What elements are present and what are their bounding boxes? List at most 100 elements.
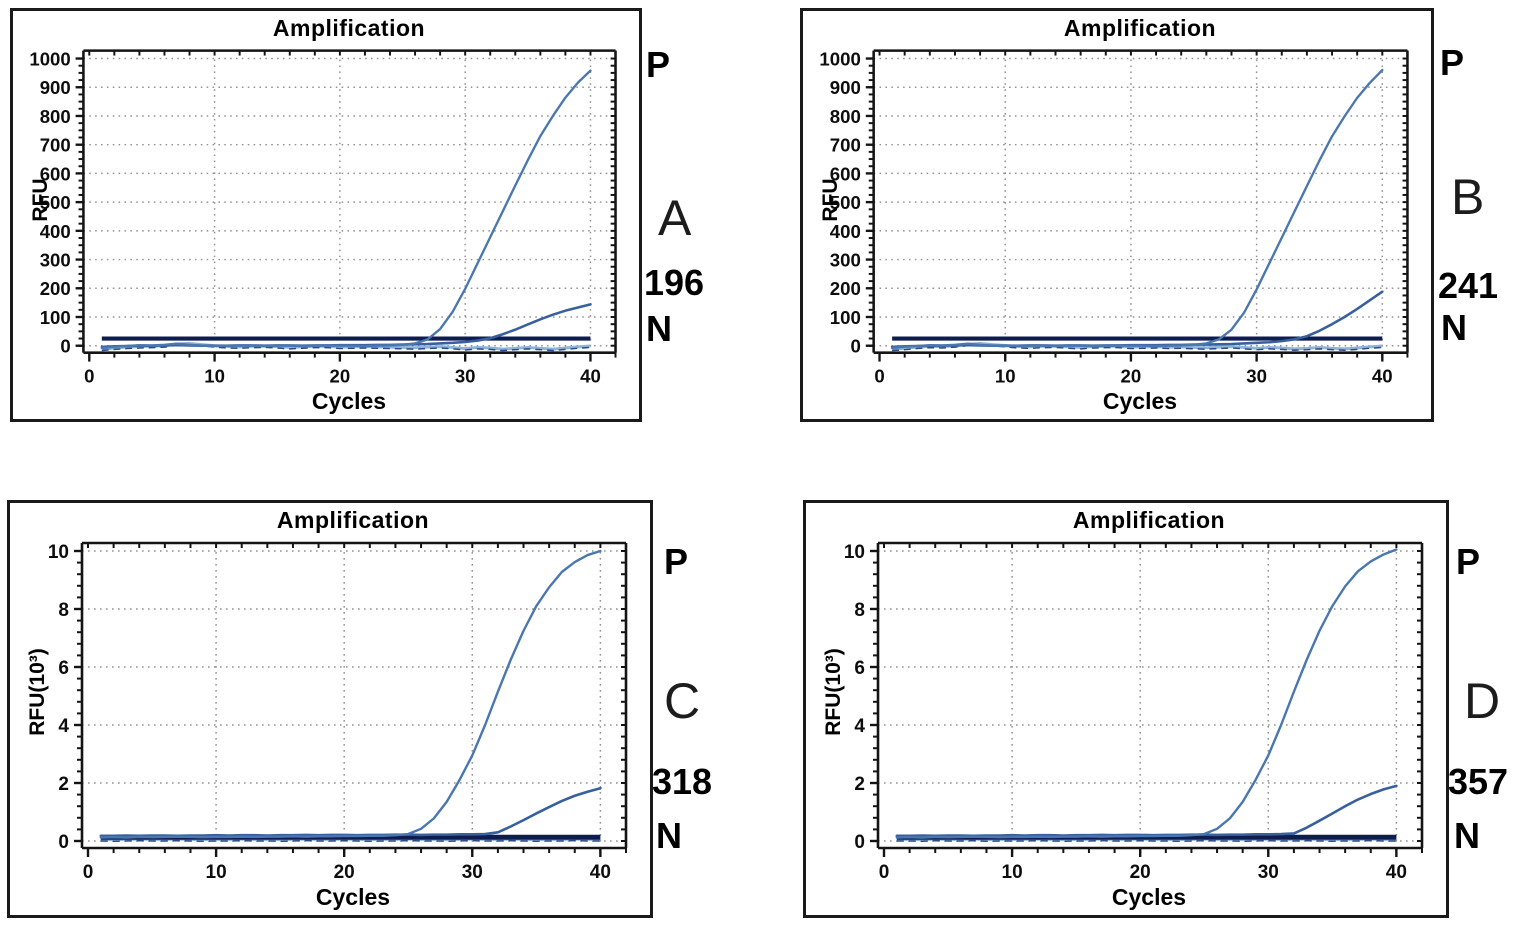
panel-title: Amplification [276, 507, 430, 533]
x-tick-labels: 0 10 20 30 40 [879, 862, 1407, 883]
ticks [865, 50, 1409, 362]
y-tick-label: 600 [830, 163, 861, 184]
y-tick-label: 500 [830, 192, 861, 213]
x-axis-label: Cycles [315, 884, 391, 910]
side-label-negative: N [1441, 307, 1467, 348]
y-tick-label: 400 [830, 221, 861, 242]
y-tick-label: 600 [40, 163, 71, 184]
side-label-sample-id: 196 [644, 262, 705, 303]
x-tick-labels: 0 10 20 30 40 [874, 365, 1392, 386]
y-tick-label: 400 [40, 221, 71, 242]
x-tick-label: 40 [580, 365, 601, 386]
negative-control-overlay [896, 839, 1397, 842]
x-tick-label: 10 [204, 365, 225, 386]
y-tick-label: 6 [854, 658, 865, 679]
y-tick-label: 800 [830, 106, 861, 127]
series [99, 549, 602, 842]
sample-curve [99, 786, 602, 838]
panel-c: 0 10 20 30 40 0 2 4 6 8 10 Amplification RFU(10³) … [7, 500, 653, 918]
x-tick-label: 20 [330, 365, 351, 386]
y-tick-label: 0 [851, 336, 861, 357]
y-tick-label: 0 [58, 832, 69, 853]
side-label-sample-id: 357 [1448, 761, 1509, 802]
side-label-negative: N [1454, 815, 1480, 856]
x-tick-label: 20 [1121, 365, 1142, 386]
y-tick-label: 100 [830, 307, 861, 328]
ticks [75, 50, 617, 362]
positive-control-curve [895, 548, 1398, 839]
amplification-plot-c: 0 10 20 30 40 0 2 4 6 8 10 [48, 541, 628, 883]
amplification-plot-d: 0 10 20 30 40 0 2 4 6 8 10 [844, 541, 1424, 883]
y-tick-labels: 0 100 200 300 400 500 600 700 800 900 1000 [29, 48, 70, 356]
panel-a: 0 10 20 30 40 0 100 200 300 400 500 600 700 800 900 100… [10, 8, 642, 422]
side-label-positive: P [664, 541, 689, 582]
x-tick-label: 40 [590, 862, 611, 883]
series [895, 548, 1398, 842]
y-tick-label: 1000 [29, 48, 70, 69]
side-label-positive: P [1456, 541, 1481, 582]
y-tick-labels: 0 100 200 300 400 500 600 700 800 900 1000 [819, 48, 860, 356]
x-tick-label: 30 [1258, 862, 1279, 883]
x-tick-label: 0 [84, 365, 94, 386]
y-tick-label: 200 [40, 278, 71, 299]
y-tick-label: 2 [58, 774, 69, 795]
x-tick-labels: 0 10 20 30 40 [83, 862, 611, 883]
panel-title: Amplification [272, 15, 426, 41]
positive-control-curve [99, 549, 602, 839]
side-label-panel-letter: A [658, 190, 692, 246]
grid [873, 53, 1408, 351]
y-tick-label: 200 [830, 278, 861, 299]
x-tick-labels: 0 10 20 30 40 [84, 365, 601, 386]
y-tick-label: 900 [830, 77, 861, 98]
y-axis-label: RFU(10³) [26, 648, 49, 736]
amplification-plot-a: 0 10 20 30 400100200300400500600700800900100… [29, 48, 617, 386]
y-tick-label: 800 [40, 106, 71, 127]
x-tick-label: 20 [334, 862, 355, 883]
panel-d: 0 10 20 30 40 0 2 4 6 8 10 Amplification RFU(10³) … [803, 500, 1449, 918]
y-axis-label: RFU [819, 178, 842, 222]
y-tick-label: 10 [844, 542, 865, 563]
side-label-panel-letter: D [1464, 673, 1501, 729]
y-tick-label: 700 [830, 135, 861, 156]
y-tick-label: 10 [48, 542, 69, 563]
x-tick-label: 40 [1372, 365, 1393, 386]
y-axis-label: RFU [29, 178, 52, 222]
positive-control-curve [100, 69, 592, 350]
series [890, 68, 1384, 352]
panel-title: Amplification [1063, 15, 1217, 41]
side-label-panel-letter: B [1451, 169, 1485, 225]
axes [80, 541, 628, 850]
x-axis-label: Cycles [1111, 884, 1187, 910]
positive-control-curve [890, 68, 1384, 350]
x-axis-label: Cycles [1102, 388, 1178, 414]
y-tick-label: 900 [40, 77, 71, 98]
x-tick-label: 30 [455, 365, 476, 386]
grid [83, 53, 616, 351]
y-tick-labels: 0 2 4 6 8 10 [48, 542, 70, 853]
y-tick-labels: 0 2 4 6 8 10 [844, 542, 866, 853]
y-tick-label: 300 [830, 249, 861, 270]
y-tick-label: 1000 [819, 48, 860, 69]
side-label-negative: N [646, 308, 672, 349]
x-tick-label: 40 [1386, 862, 1407, 883]
ticks [870, 543, 1423, 857]
negative-control-overlay [100, 839, 601, 842]
y-tick-label: 0 [60, 336, 70, 357]
y-tick-label: 700 [40, 135, 71, 156]
y-tick-label: 4 [854, 716, 865, 737]
series [100, 69, 592, 352]
x-tick-label: 10 [206, 862, 227, 883]
y-tick-label: 8 [58, 600, 69, 621]
grid [82, 546, 626, 846]
ticks [74, 543, 627, 857]
side-label-panel-letter: C [664, 673, 701, 729]
x-tick-label: 10 [1002, 862, 1023, 883]
side-label-sample-id: 318 [652, 761, 713, 802]
x-tick-label: 0 [879, 862, 890, 883]
y-axis-label: RFU(10³) [822, 648, 845, 736]
panel-title: Amplification [1072, 507, 1226, 533]
y-tick-label: 4 [58, 716, 69, 737]
side-label-positive: P [646, 44, 671, 85]
y-tick-label: 100 [40, 307, 71, 328]
